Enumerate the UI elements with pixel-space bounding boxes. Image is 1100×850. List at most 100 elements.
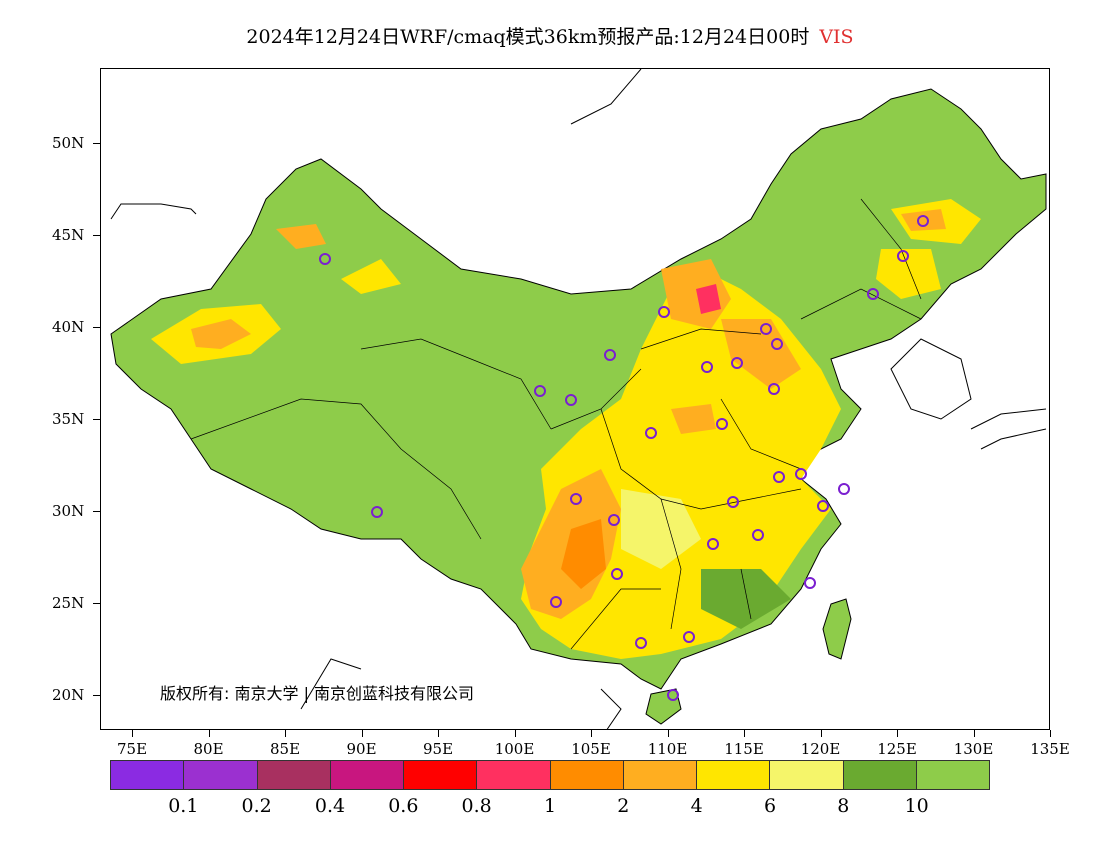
lon-tick-label: 95E bbox=[422, 740, 454, 758]
orange-area bbox=[191, 319, 251, 349]
taiwan-island bbox=[822, 598, 852, 660]
lon-tick-label: 115E bbox=[724, 740, 764, 758]
station-marker bbox=[760, 323, 772, 335]
lon-tick-label: 125E bbox=[877, 740, 917, 758]
station-marker bbox=[752, 529, 764, 541]
colorbar-tick-label: 1 bbox=[543, 795, 557, 817]
station-markers bbox=[319, 215, 929, 701]
station-marker bbox=[570, 493, 582, 505]
lat-tick-mark bbox=[93, 419, 100, 420]
lat-tick-mark bbox=[93, 603, 100, 604]
colorbar-tick-label: 6 bbox=[763, 795, 777, 817]
station-marker bbox=[371, 506, 383, 518]
orange-area bbox=[721, 319, 801, 389]
station-marker bbox=[771, 338, 783, 350]
station-marker bbox=[319, 253, 331, 265]
colorbar-swatch bbox=[111, 761, 185, 789]
station-marker bbox=[773, 471, 785, 483]
lat-tick-label: 50N bbox=[52, 134, 85, 152]
colorbar-swatch bbox=[697, 761, 771, 789]
lon-tick-mark bbox=[1050, 730, 1051, 737]
station-marker bbox=[917, 215, 929, 227]
station-marker bbox=[635, 637, 647, 649]
dark-orange-area bbox=[561, 519, 606, 589]
station-marker bbox=[897, 250, 909, 262]
lat-tick-label: 20N bbox=[52, 686, 85, 704]
province-boundaries bbox=[190, 198, 922, 650]
title-main: 2024年12月24日WRF/cmaq模式36km预报产品:12月24日00时 bbox=[246, 26, 810, 48]
lon-tick-mark bbox=[973, 730, 975, 737]
station-marker bbox=[608, 514, 620, 526]
lon-tick-label: 90E bbox=[346, 740, 377, 758]
station-marker bbox=[795, 468, 807, 480]
map-panel bbox=[100, 68, 1050, 730]
station-marker bbox=[707, 538, 719, 550]
colorbar-swatch bbox=[257, 761, 331, 789]
lat-tick-label: 45N bbox=[52, 226, 85, 244]
lat-tick-mark bbox=[93, 235, 100, 236]
station-marker bbox=[838, 483, 850, 495]
red-area bbox=[696, 284, 721, 314]
lon-tick-label: 135E bbox=[1030, 740, 1070, 758]
station-marker bbox=[550, 596, 562, 608]
station-marker bbox=[534, 385, 546, 397]
colorbar-tick-label: 0.1 bbox=[168, 795, 199, 817]
orange-area bbox=[901, 209, 946, 231]
lat-tick-mark bbox=[93, 143, 100, 144]
station-marker bbox=[817, 500, 829, 512]
lat-tick-label: 35N bbox=[52, 410, 85, 428]
orange-area bbox=[276, 224, 326, 249]
lon-tick-label: 105E bbox=[571, 740, 611, 758]
lon-tick-mark bbox=[438, 730, 439, 737]
yellow-area bbox=[341, 259, 401, 294]
colorbar-tick-label: 4 bbox=[690, 795, 703, 817]
lon-tick-mark bbox=[820, 730, 822, 737]
lat-tick-label: 40N bbox=[52, 318, 85, 336]
lon-tick-label: 75E bbox=[116, 740, 148, 758]
light-yellow-area bbox=[621, 489, 701, 569]
colorbar-swatch bbox=[330, 761, 404, 789]
lon-tick-label: 130E bbox=[953, 740, 994, 758]
station-marker bbox=[683, 631, 695, 643]
colorbar-tick-label: 8 bbox=[837, 795, 850, 817]
colorbar-swatch bbox=[184, 761, 258, 789]
colorbar-swatch bbox=[843, 761, 917, 789]
colorbar-tick-label: 10 bbox=[904, 795, 929, 817]
lon-tick-mark bbox=[591, 730, 592, 737]
station-marker bbox=[731, 357, 743, 369]
lon-tick-label: 120E bbox=[800, 740, 841, 758]
station-marker bbox=[565, 394, 577, 406]
colorbar-swatch bbox=[477, 761, 551, 789]
title-variable: VIS bbox=[819, 26, 854, 48]
lon-tick-label: 110E bbox=[647, 740, 688, 758]
coastlines bbox=[110, 69, 1047, 729]
colorbar-tick-label: 0.2 bbox=[241, 795, 272, 817]
colorbar bbox=[110, 760, 990, 790]
station-marker bbox=[867, 288, 879, 300]
station-marker bbox=[658, 306, 670, 318]
lon-tick-label: 100E bbox=[494, 740, 535, 758]
china-landmass bbox=[110, 88, 1047, 690]
map-canvas bbox=[110, 69, 1047, 729]
lon-tick-mark bbox=[514, 730, 516, 737]
colorbar-tick-label: 0.6 bbox=[388, 795, 419, 817]
lat-tick-mark bbox=[93, 695, 100, 696]
colorbar-swatch bbox=[770, 761, 844, 789]
lon-tick-mark bbox=[132, 730, 133, 737]
lat-tick-mark bbox=[93, 327, 100, 328]
colorbar-swatch bbox=[550, 761, 624, 789]
lon-tick-mark bbox=[897, 730, 898, 737]
station-marker bbox=[645, 427, 657, 439]
lon-tick-mark bbox=[208, 730, 210, 737]
colorbar-swatch bbox=[623, 761, 697, 789]
station-marker bbox=[604, 349, 616, 361]
copyright-text: 版权所有: 南京大学 | 南京创蓝科技有限公司 bbox=[160, 684, 475, 703]
colorbar-swatch bbox=[404, 761, 478, 789]
orange-area bbox=[671, 404, 716, 434]
lon-tick-label: 80E bbox=[193, 740, 224, 758]
station-marker bbox=[611, 568, 623, 580]
orange-area bbox=[661, 259, 731, 329]
lon-tick-mark bbox=[744, 730, 745, 737]
yellow-area bbox=[876, 249, 941, 299]
lat-tick-mark bbox=[93, 511, 100, 512]
